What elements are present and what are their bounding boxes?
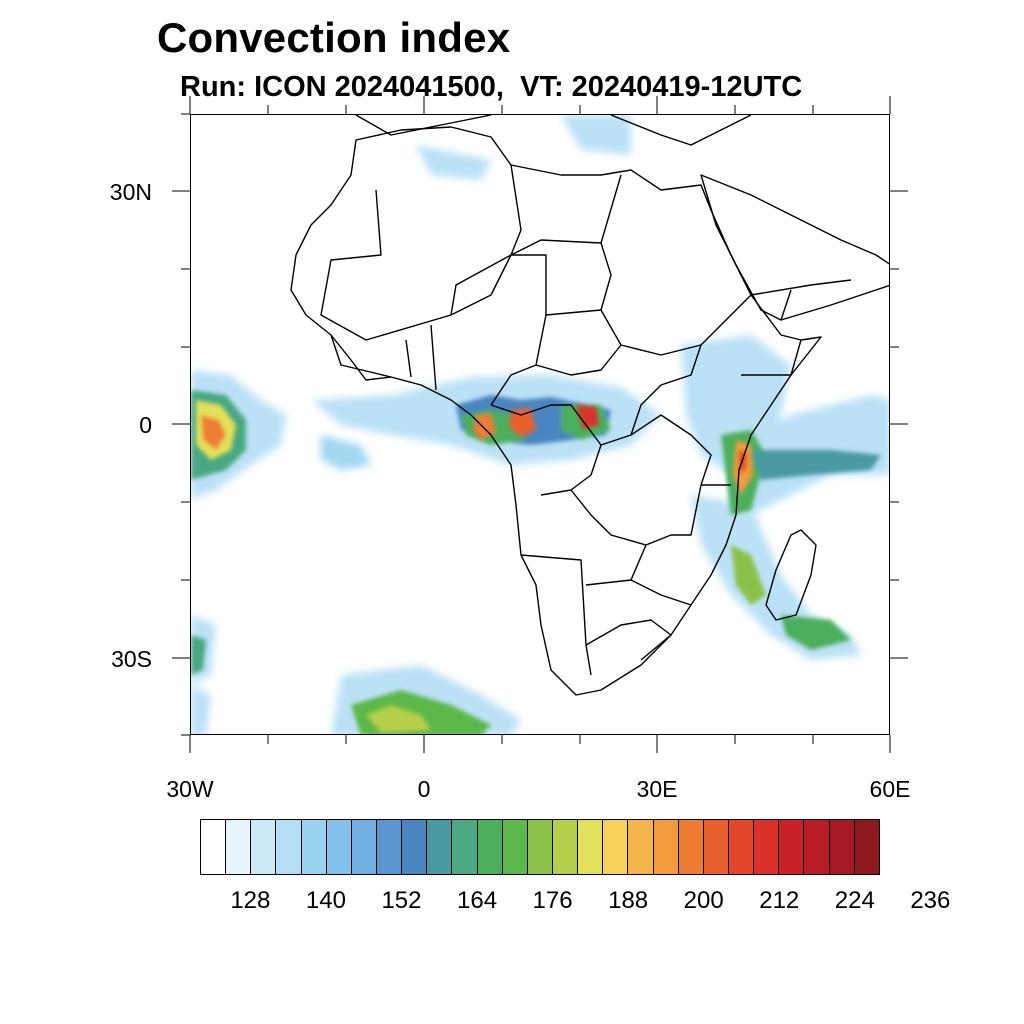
colorbar-swatch	[804, 820, 830, 874]
colorbar-swatch	[452, 820, 478, 874]
colorbar-swatch	[854, 820, 879, 874]
colorbar-swatch	[351, 820, 377, 874]
lon-label-30e: 30E	[636, 776, 678, 802]
lon-label-0: 0	[417, 776, 431, 802]
map-canvas	[191, 115, 889, 734]
run-subtitle: Run: ICON 2024041500, VT: 20240419-12UTC	[180, 71, 803, 103]
colorbar-swatch	[326, 820, 352, 874]
colorbar-swatch	[678, 820, 704, 874]
colorbar-label: 200	[683, 887, 724, 914]
colorbar-label: 224	[834, 887, 875, 914]
colorbar-swatch	[251, 820, 277, 874]
colorbar-swatch	[402, 820, 428, 874]
colorbar	[200, 819, 880, 875]
lat-label-0: 0	[139, 412, 152, 438]
colorbar-label: 164	[457, 887, 498, 914]
colorbar-label: 176	[532, 887, 573, 914]
colorbar-swatch	[578, 820, 604, 874]
lat-label-30s: 30S	[111, 646, 152, 672]
colorbar-swatch	[603, 820, 629, 874]
colorbar-swatch	[427, 820, 453, 874]
colorbar-swatch	[276, 820, 302, 874]
colorbar-swatch	[376, 820, 403, 874]
lon-label-30w: 30W	[166, 776, 214, 802]
colorbar-label: 128	[230, 887, 271, 914]
colorbar-label: 212	[759, 887, 800, 914]
colorbar-swatch	[779, 820, 805, 874]
colorbar-swatch	[301, 820, 327, 874]
colorbar-swatch	[728, 820, 755, 874]
colorbar-label: 188	[608, 887, 649, 914]
map-panel	[190, 114, 890, 735]
colorbar-swatch	[754, 820, 780, 874]
map-outlines	[290, 115, 889, 696]
colorbar-swatch	[201, 820, 227, 874]
colorbar-label: 236	[910, 887, 951, 914]
colorbar-swatch	[552, 820, 579, 874]
colorbar-swatch	[477, 820, 503, 874]
lon-label-60e: 60E	[869, 776, 911, 802]
colorbar-swatch	[653, 820, 679, 874]
colorbar-swatch	[502, 820, 528, 874]
colorbar-swatch	[527, 820, 553, 874]
colorbar-swatch	[226, 820, 252, 874]
colorbar-swatch	[628, 820, 654, 874]
lat-label-30n: 30N	[109, 179, 152, 205]
colorbar-swatch	[703, 820, 729, 874]
chart-title: Convection index	[157, 14, 511, 61]
colorbar-label: 152	[381, 887, 422, 914]
colorbar-swatch	[829, 820, 855, 874]
colorbar-label: 140	[305, 887, 346, 914]
